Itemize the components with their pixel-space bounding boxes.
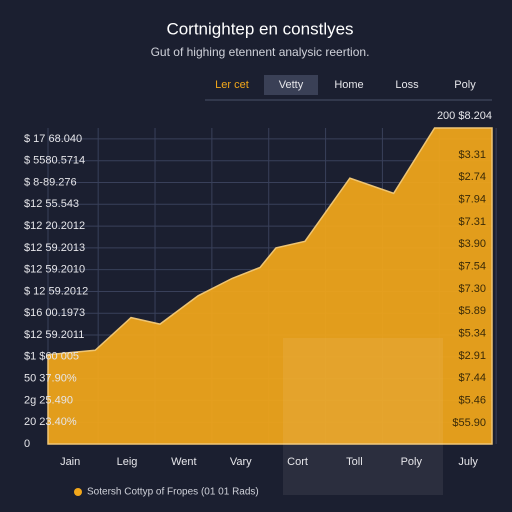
legend-swatch [74, 488, 82, 496]
y-tick-label: 50 37.90% [24, 373, 77, 385]
area [47, 127, 493, 445]
plot [47, 127, 493, 445]
tab[interactable]: Vetty [279, 79, 304, 91]
tab[interactable]: Poly [454, 79, 476, 91]
right-label: $3.31 [458, 149, 486, 161]
x-tick-label: Leig [117, 456, 138, 468]
right-label: $2.91 [458, 350, 486, 362]
y-tick-label: $ 5580.5714 [24, 155, 85, 167]
y-tick-label: $ 17 68.040 [24, 133, 82, 145]
tab[interactable]: Home [334, 79, 363, 91]
y-tick-label: $ 8-89.276 [24, 176, 77, 188]
y-tick-label: $1 $60 005 [24, 351, 79, 363]
y-tick-label: $16 00.1973 [24, 307, 85, 319]
y-tick-label: 0 [24, 438, 30, 450]
right-label: $55.90 [452, 417, 486, 429]
right-label: $7.44 [458, 372, 486, 384]
right-label: $3.90 [458, 238, 486, 250]
x-tick-label: July [458, 456, 478, 468]
right-label: $5.34 [458, 328, 486, 340]
y-tick-label: $12 20.2012 [24, 220, 85, 232]
overlay-panel [283, 338, 443, 495]
right-label: $7.30 [458, 283, 486, 295]
right-label: $7.54 [458, 261, 486, 273]
x-tick-label: Went [171, 456, 196, 468]
right-label: $5.89 [458, 305, 486, 317]
right-label: $2.74 [458, 171, 486, 183]
right-label: $5.46 [458, 395, 486, 407]
legend-label: Sotersh Cottyp of Fropes (01 01 Rads) [87, 487, 259, 498]
y-tick-label: 20 23.40% [24, 416, 77, 428]
y-tick-label: $12 59.2010 [24, 264, 85, 276]
active-tab-bg [264, 75, 318, 95]
y-tick-label: $ 12 59.2012 [24, 285, 88, 297]
y-tick-label: $12 59.2011 [24, 329, 84, 341]
chart-title: Cortnightep en constlyes [166, 19, 353, 38]
top-label: 200 $8.204 [437, 110, 492, 122]
y-tick-label: 2g 25.490 [24, 394, 73, 406]
x-tick-label: Jain [60, 456, 80, 468]
x-tick-label: Toll [346, 456, 363, 468]
tab[interactable]: Loss [395, 79, 419, 91]
right-label: $7.31 [458, 216, 486, 228]
y-tick-label: $12 55.543 [24, 198, 79, 210]
tab[interactable]: Ler cet [215, 79, 249, 91]
right-label: $7.94 [458, 194, 486, 206]
x-tick-label: Vary [230, 456, 252, 468]
x-tick-label: Poly [401, 456, 423, 468]
chart-subtitle: Gut of highing etennent analysic reertio… [151, 45, 370, 59]
y-tick-label: $12 59.2013 [24, 242, 85, 254]
labels: 0 20 23.40% 2g 25.490 50 37.90% $1 $60 005 $1… [24, 133, 486, 498]
x-tick-label: Cort [287, 456, 308, 468]
